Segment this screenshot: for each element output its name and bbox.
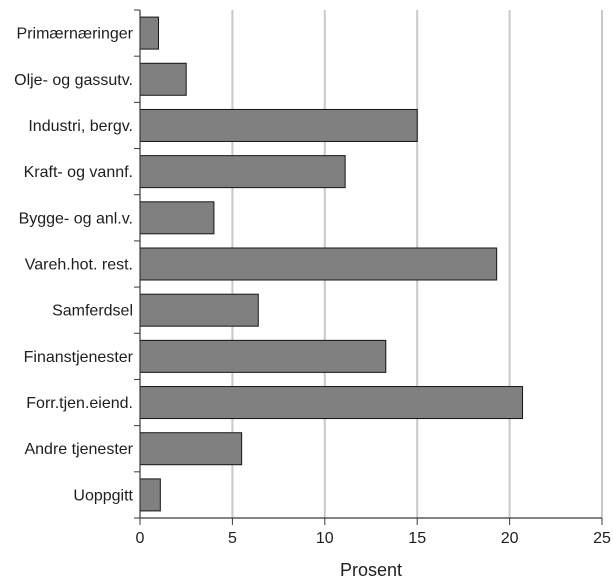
x-tick-label: 25 bbox=[593, 530, 611, 547]
x-tick-labels: 0 5 10 15 20 25 bbox=[136, 530, 611, 547]
bar bbox=[139, 108, 418, 142]
bar bbox=[139, 432, 243, 466]
category-label: Industri, bergv. bbox=[28, 118, 133, 135]
category-label: Samferdsel bbox=[52, 303, 133, 320]
category-label: Forr.tjen.eiend. bbox=[26, 395, 133, 412]
bar bbox=[139, 478, 161, 512]
bar bbox=[139, 247, 498, 281]
category-label: Uoppgitt bbox=[73, 487, 133, 504]
category-label: Vareh.hot. rest. bbox=[25, 257, 133, 274]
x-tick-label: 10 bbox=[316, 530, 334, 547]
category-label: Kraft- og vannf. bbox=[24, 164, 133, 181]
x-tick-label: 5 bbox=[228, 530, 237, 547]
bar bbox=[139, 293, 259, 327]
bar bbox=[139, 155, 346, 189]
bar bbox=[139, 201, 215, 235]
category-labels: Primærnæringer Olje- og gassutv. Industri,… bbox=[14, 26, 134, 505]
x-tick-label: 15 bbox=[408, 530, 426, 547]
category-label: Olje- og gassutv. bbox=[14, 72, 133, 89]
x-axis-label: Prosent bbox=[340, 560, 402, 580]
axes bbox=[134, 9, 603, 525]
x-tick-label: 0 bbox=[136, 530, 145, 547]
category-label: Andre tjenester bbox=[24, 441, 133, 458]
bar bbox=[139, 386, 524, 420]
bar bbox=[139, 16, 159, 50]
category-label: Bygge- og anl.v. bbox=[19, 210, 133, 227]
bar bbox=[139, 62, 187, 96]
bars bbox=[139, 16, 524, 512]
bar bbox=[139, 339, 387, 373]
x-tick-label: 20 bbox=[501, 530, 519, 547]
category-label: Finanstjenester bbox=[24, 349, 134, 366]
category-label: Primærnæringer bbox=[17, 26, 134, 43]
